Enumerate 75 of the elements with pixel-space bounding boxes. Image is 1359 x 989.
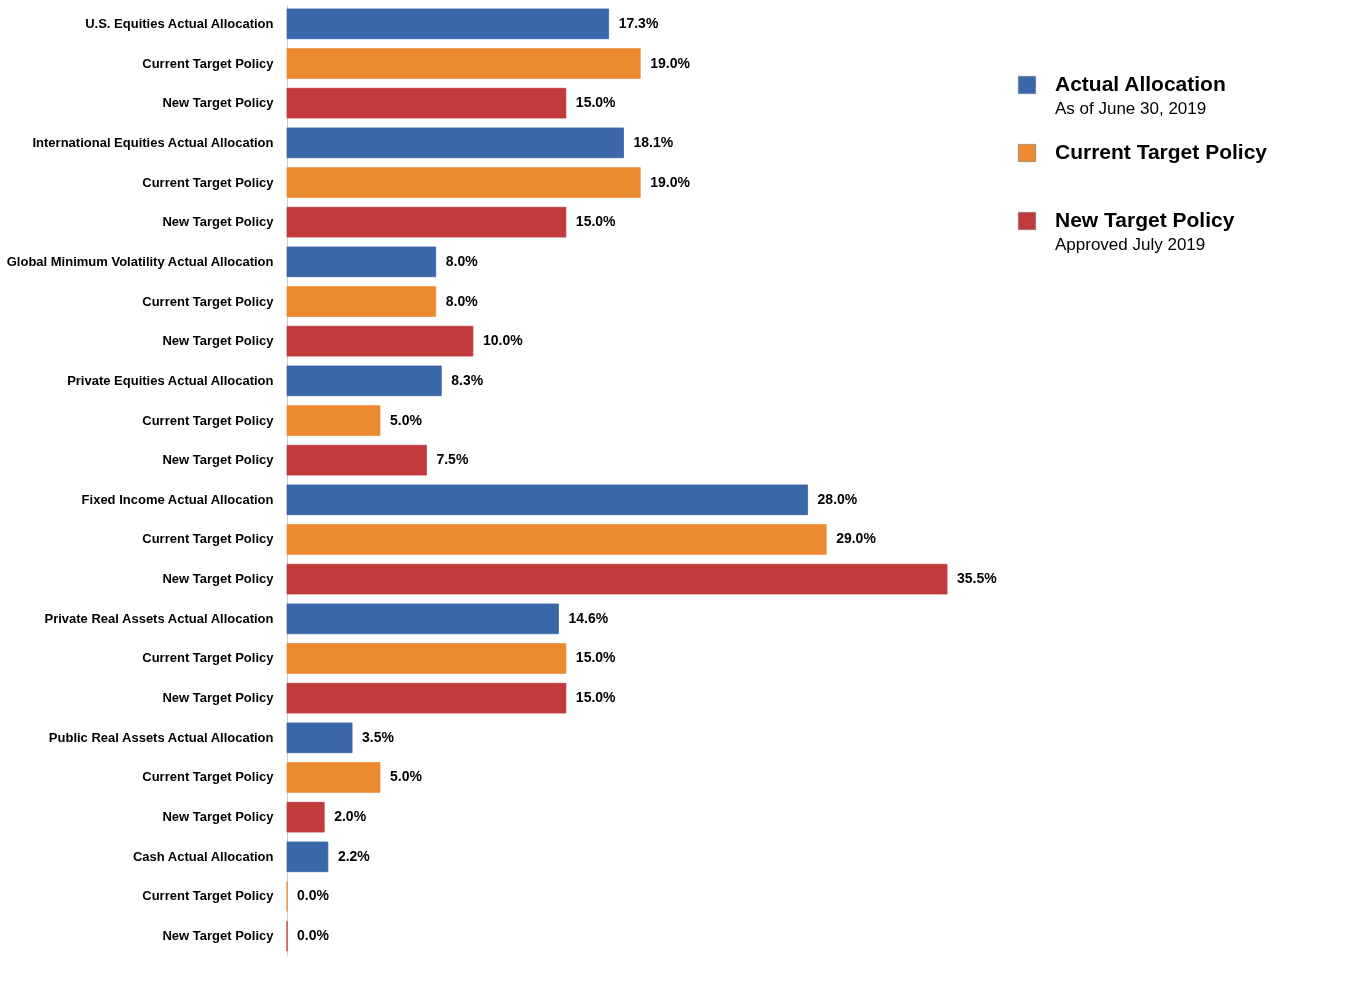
y-tick-label: International Equities Actual Allocation	[32, 134, 274, 150]
data-label: 15.0%	[575, 649, 617, 666]
bar	[286, 8, 610, 40]
y-tick-label: Current Target Policy	[142, 412, 275, 428]
data-label: 8.0%	[445, 292, 479, 309]
y-tick-label: Current Target Policy	[142, 293, 275, 309]
bar	[286, 762, 381, 793]
y-tick-label: New Target Policy	[162, 452, 275, 468]
data-label: 19.0%	[650, 54, 691, 71]
text: Approved July 2019	[1055, 235, 1206, 254]
data-label: 10.0%	[482, 332, 524, 349]
bar	[286, 603, 559, 635]
y-tick-label: New Target Policy	[162, 690, 275, 706]
bar	[286, 563, 948, 595]
legend-label: Actual Allocation	[1055, 72, 1226, 95]
y-tick-label: Current Target Policy	[142, 650, 275, 666]
y-tick-label: New Target Policy	[162, 928, 275, 944]
y-tick-label: Private Equities Actual Allocation	[67, 372, 274, 388]
y-tick-label: New Target Policy	[162, 214, 275, 230]
y-tick-label: New Target Policy	[162, 571, 275, 587]
y-tick-label: Private Real Assets Actual Allocation	[44, 610, 274, 626]
data-label: 15.0%	[575, 213, 617, 230]
data-label: 18.1%	[633, 133, 674, 150]
data-label: 17.3%	[618, 14, 659, 31]
legend-label: New Target Policy	[1055, 208, 1235, 231]
y-tick-label: Current Target Policy	[142, 769, 275, 785]
y-tick-label: New Target Policy	[162, 95, 275, 111]
bar	[286, 325, 474, 357]
y-tick-label: Public Real Assets Actual Allocation	[48, 729, 274, 745]
data-label: 14.6%	[568, 609, 609, 626]
y-tick-label: New Target Policy	[162, 809, 275, 825]
bar	[286, 87, 567, 119]
bar	[286, 167, 641, 198]
y-tick-label: Current Target Policy	[142, 531, 275, 547]
y-tick-label: Global Minimum Volatility Actual Allocation	[6, 253, 274, 269]
data-label: 5.0%	[389, 768, 423, 785]
data-label: 15.0%	[575, 689, 617, 706]
bar	[286, 841, 329, 873]
y-tick-label: Current Target Policy	[142, 55, 275, 71]
y-tick-label: Current Target Policy	[142, 888, 275, 904]
bar	[286, 365, 442, 397]
data-label: 8.0%	[445, 252, 479, 269]
data-label: 7.5%	[436, 451, 469, 468]
data-label: 19.0%	[650, 173, 691, 190]
bar	[286, 48, 641, 79]
y-tick-label: New Target Policy	[162, 333, 275, 349]
bar	[286, 286, 437, 317]
bar	[286, 127, 624, 159]
bar	[286, 484, 808, 516]
bar	[286, 722, 353, 754]
data-label: 2.2%	[337, 847, 371, 864]
data-label: 2.0%	[334, 808, 367, 825]
y-tick-label: Current Target Policy	[142, 174, 275, 190]
data-label: 0.0%	[297, 887, 330, 904]
bar	[286, 405, 381, 436]
bar	[286, 801, 325, 833]
data-label: 29.0%	[836, 530, 877, 547]
data-label: 35.5%	[957, 570, 998, 587]
data-label: 15.0%	[575, 94, 617, 111]
data-label: 5.0%	[389, 411, 423, 428]
bar	[286, 524, 827, 555]
legend-label: Current Target Policy	[1055, 140, 1268, 163]
bar	[286, 206, 567, 238]
data-label: 8.3%	[451, 371, 484, 388]
bar	[286, 643, 567, 674]
text: As of June 30, 2019	[1055, 99, 1207, 118]
y-tick-label: Cash Actual Allocation	[132, 848, 274, 864]
data-label: 28.0%	[817, 490, 858, 507]
data-label: 3.5%	[362, 728, 395, 745]
data-label: 0.0%	[297, 927, 330, 944]
bar	[286, 682, 567, 714]
bar	[286, 444, 427, 476]
y-tick-label: U.S. Equities Actual Allocation	[85, 15, 274, 31]
y-tick-label: Fixed Income Actual Allocation	[81, 491, 274, 507]
bar	[286, 246, 437, 278]
